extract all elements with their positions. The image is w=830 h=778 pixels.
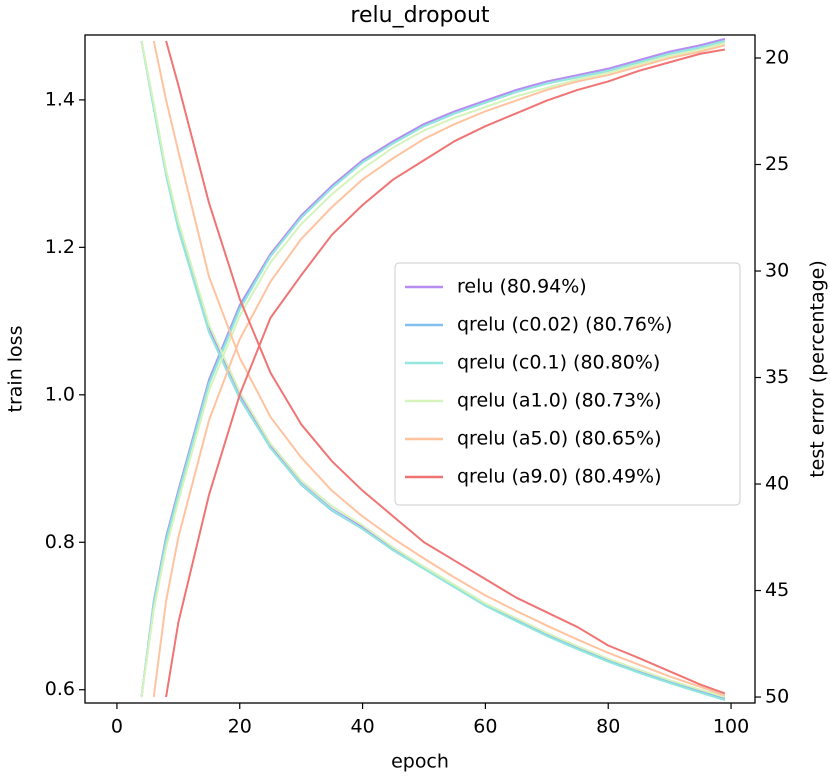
y-axis-label: train loss bbox=[5, 326, 27, 413]
legend-label: qrelu (c0.02) (80.76%) bbox=[457, 314, 672, 336]
plot-frame bbox=[84, 34, 756, 704]
x-tick-label: 40 bbox=[350, 716, 374, 738]
chart-title: relu_dropout bbox=[350, 3, 490, 28]
x-tick-label: 80 bbox=[596, 716, 620, 738]
x-tick-label: 60 bbox=[473, 716, 497, 738]
test-error-line bbox=[152, 44, 726, 698]
train-loss-line bbox=[165, 40, 726, 695]
legend-label: relu (80.94%) bbox=[457, 276, 587, 298]
x-tick-label: 100 bbox=[713, 716, 749, 738]
y2-tick-label: 50 bbox=[765, 686, 789, 708]
plot-lines bbox=[140, 37, 726, 702]
test-error-line bbox=[165, 48, 726, 698]
legend-label: qrelu (a9.0) (80.49%) bbox=[457, 466, 662, 488]
y2-tick-label: 25 bbox=[765, 153, 789, 175]
x-tick-label: 0 bbox=[111, 716, 123, 738]
train-loss-line bbox=[152, 40, 726, 697]
y2-axis-label: test error (percentage) bbox=[807, 260, 829, 478]
y2-tick-label: 45 bbox=[765, 579, 789, 601]
legend-label: qrelu (c0.1) (80.80%) bbox=[457, 352, 660, 374]
y2-tick-label: 40 bbox=[765, 473, 789, 495]
train-loss-line bbox=[140, 40, 726, 699]
legend-label: qrelu (a5.0) (80.65%) bbox=[457, 428, 662, 450]
test-error-line bbox=[140, 39, 726, 698]
train-loss-line bbox=[140, 40, 726, 702]
test-error-line bbox=[140, 42, 726, 698]
y-tick-label: 0.6 bbox=[45, 678, 75, 700]
y-tick-label: 0.8 bbox=[45, 531, 75, 553]
y2-tick-label: 30 bbox=[765, 260, 789, 282]
y-tick-label: 1.0 bbox=[45, 383, 75, 405]
x-axis-label: epoch bbox=[391, 751, 449, 773]
y2-tick-label: 35 bbox=[765, 366, 789, 388]
x-tick-label: 20 bbox=[228, 716, 252, 738]
y-tick-label: 1.2 bbox=[45, 236, 75, 258]
y2-tick-label: 20 bbox=[765, 47, 789, 69]
y-tick-label: 1.4 bbox=[45, 88, 75, 110]
legend-box bbox=[394, 262, 741, 506]
legend-label: qrelu (a1.0) (80.73%) bbox=[457, 390, 662, 412]
